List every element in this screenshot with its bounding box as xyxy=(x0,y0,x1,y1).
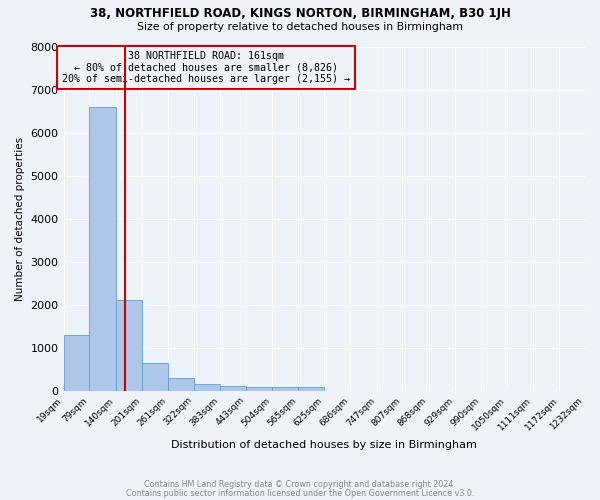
Bar xyxy=(220,386,246,390)
Bar xyxy=(167,378,194,390)
Bar xyxy=(116,300,142,390)
Bar xyxy=(272,388,298,390)
Text: Contains HM Land Registry data © Crown copyright and database right 2024.: Contains HM Land Registry data © Crown c… xyxy=(144,480,456,489)
Bar xyxy=(89,106,116,391)
Text: Size of property relative to detached houses in Birmingham: Size of property relative to detached ho… xyxy=(137,22,463,32)
Bar xyxy=(194,384,220,390)
Text: 38 NORTHFIELD ROAD: 161sqm
← 80% of detached houses are smaller (8,826)
20% of s: 38 NORTHFIELD ROAD: 161sqm ← 80% of deta… xyxy=(62,51,350,84)
Bar xyxy=(246,388,272,390)
Bar xyxy=(298,388,324,390)
X-axis label: Distribution of detached houses by size in Birmingham: Distribution of detached houses by size … xyxy=(172,440,477,450)
Bar xyxy=(64,334,89,390)
Text: 38, NORTHFIELD ROAD, KINGS NORTON, BIRMINGHAM, B30 1JH: 38, NORTHFIELD ROAD, KINGS NORTON, BIRMI… xyxy=(89,8,511,20)
Bar xyxy=(142,362,167,390)
Text: Contains public sector information licensed under the Open Government Licence v3: Contains public sector information licen… xyxy=(126,488,474,498)
Y-axis label: Number of detached properties: Number of detached properties xyxy=(15,136,25,300)
